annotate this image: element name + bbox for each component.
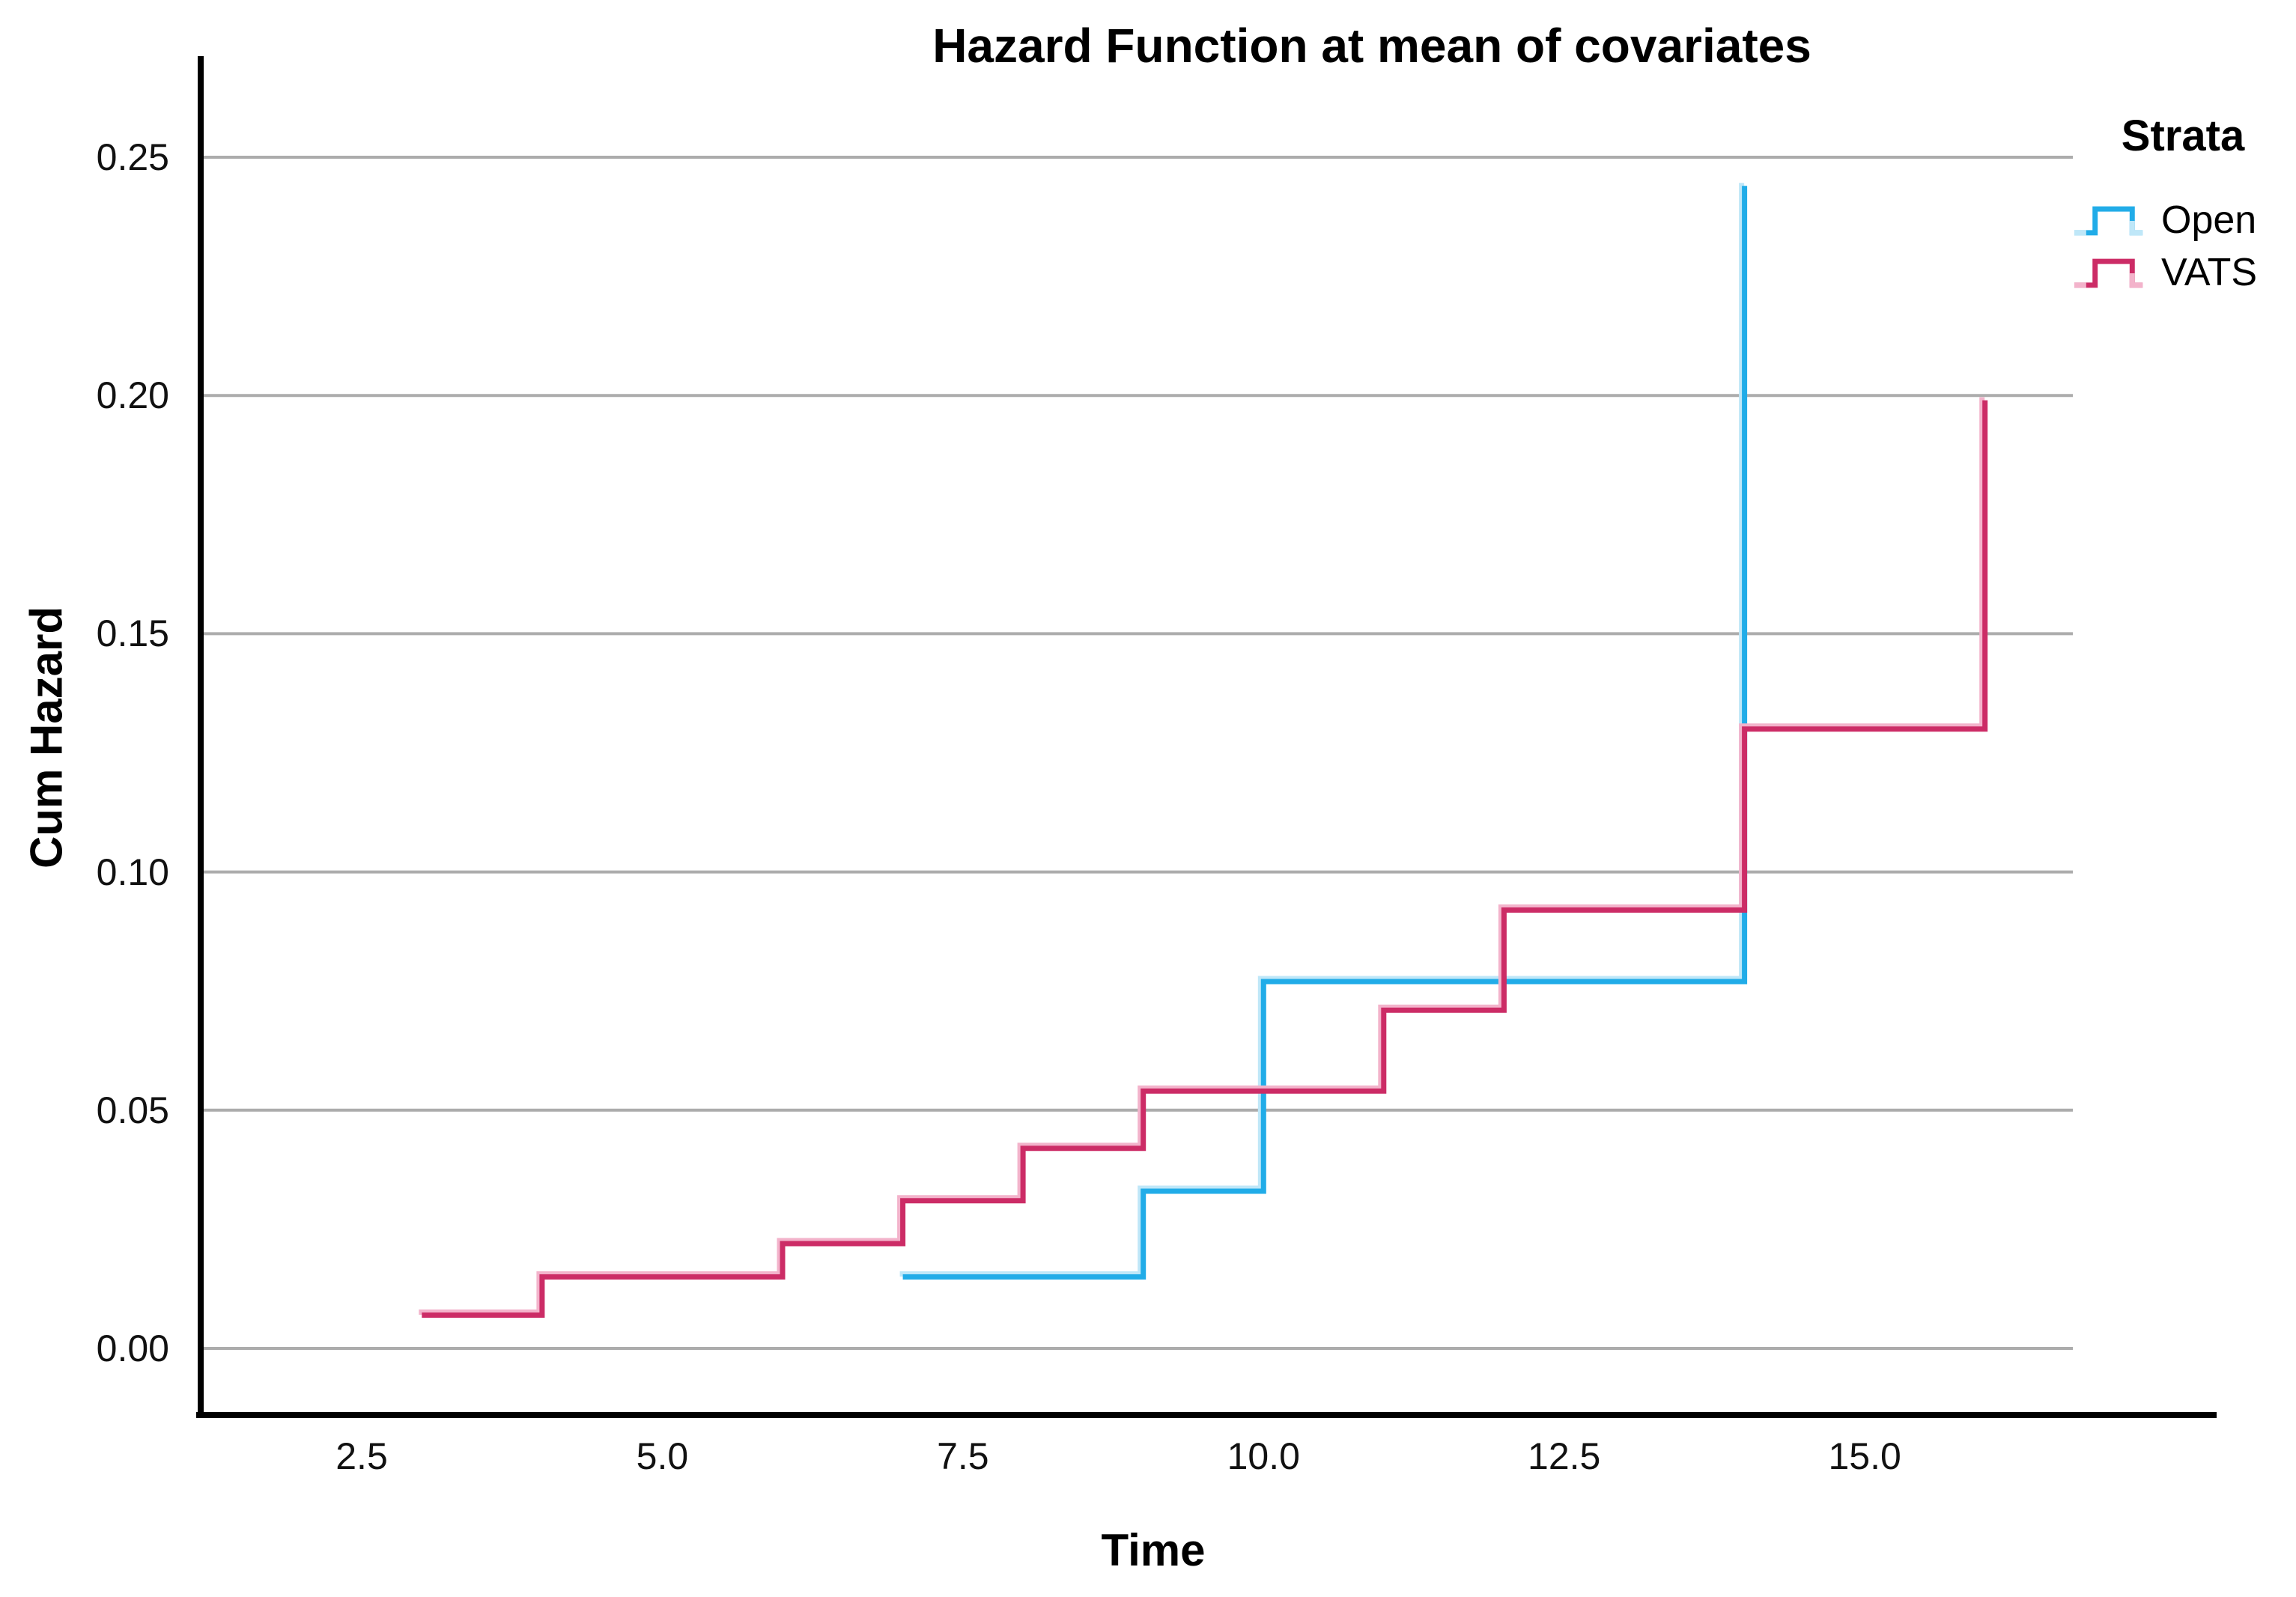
vats-series-line <box>422 400 1988 1318</box>
y-tick-0.00: 0.00 <box>96 1327 169 1369</box>
legend-label-vats: VATS <box>2161 251 2258 294</box>
x-tick-10.0: 10.0 <box>1227 1435 1300 1477</box>
legend-title: Strata <box>2121 112 2245 160</box>
legend-item-open: Open <box>2071 193 2256 247</box>
open-series-line <box>902 186 1748 1280</box>
chart-title: Hazard Function at mean of covariates <box>932 19 1811 73</box>
x-tick-15.0: 15.0 <box>1828 1435 1901 1477</box>
x-tick-7.5: 7.5 <box>937 1435 989 1477</box>
vats-series-key-icon <box>2074 258 2143 288</box>
y-tick-0.10: 0.10 <box>96 851 169 893</box>
y-tick-0.25: 0.25 <box>96 136 169 178</box>
x-tick-2.5: 2.5 <box>335 1435 388 1477</box>
legend-label-open: Open <box>2161 198 2257 242</box>
x-axis-title: Time <box>1101 1525 1206 1575</box>
x-tick-5.0: 5.0 <box>636 1435 689 1477</box>
y-tick-0.05: 0.05 <box>96 1089 169 1131</box>
legend-item-vats: VATS <box>2071 246 2257 299</box>
vats-series-halo <box>419 397 1985 1315</box>
open-series-key-icon <box>2074 206 2143 236</box>
x-tick-12.5: 12.5 <box>1528 1435 1601 1477</box>
y-tick-0.20: 0.20 <box>96 374 169 417</box>
y-tick-0.15: 0.15 <box>96 612 169 655</box>
open-series-halo <box>899 183 1745 1277</box>
